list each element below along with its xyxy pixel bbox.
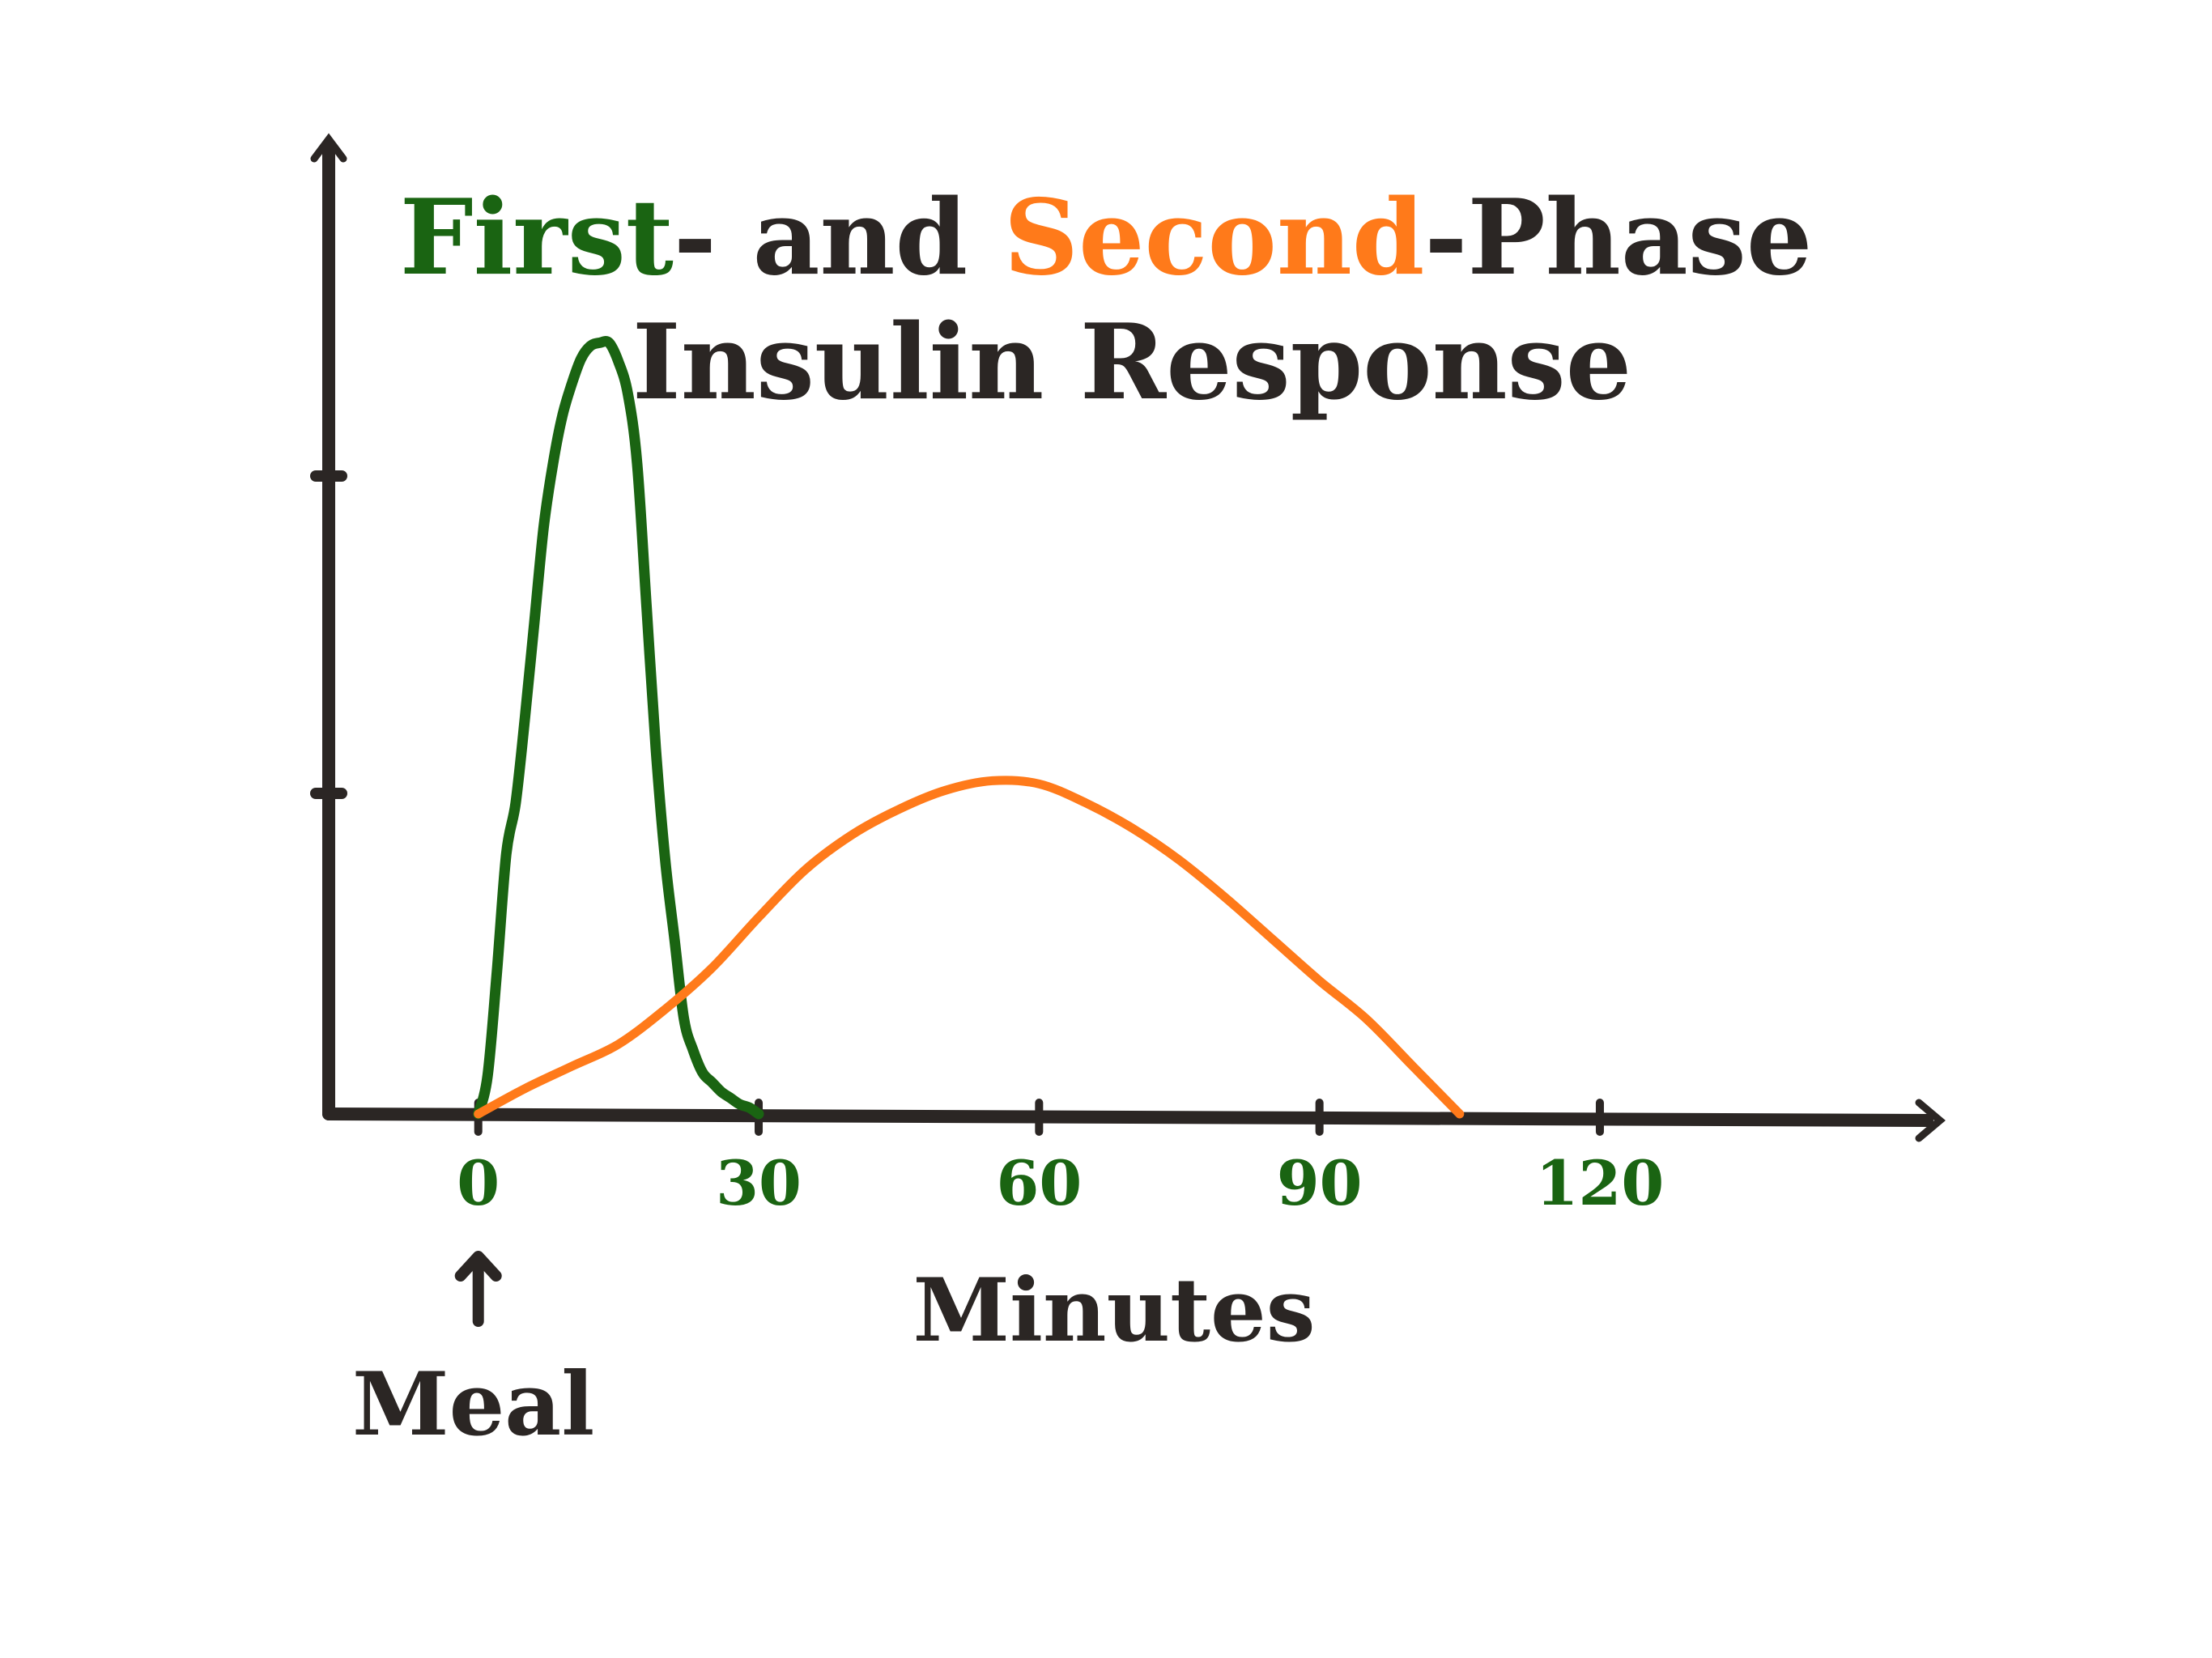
- meal-label: Meal: [352, 1354, 594, 1456]
- title-and: - and: [674, 177, 1004, 299]
- x-axis-label: Minutes: [912, 1260, 1315, 1362]
- x-tick-labels: 0 30 60 90 120: [457, 1147, 1664, 1219]
- meal-annotation: Meal: [352, 1251, 594, 1456]
- x-tick-label-120: 120: [1536, 1147, 1665, 1219]
- x-tick-label-60: 60: [996, 1147, 1082, 1219]
- x-tick-label-30: 30: [716, 1147, 802, 1219]
- x-axis-line: [322, 1107, 1933, 1127]
- y-ticks: [310, 470, 347, 799]
- series-second-phase-line: [474, 776, 1465, 1119]
- x-tick-label-0: 0: [457, 1147, 500, 1219]
- title-second: Second: [1004, 177, 1425, 299]
- title-phase: -Phase: [1424, 177, 1812, 299]
- series-group: [473, 336, 1465, 1120]
- chart-title-line2: Insulin Response: [632, 302, 1631, 423]
- y-axis-arrowhead: [310, 133, 347, 163]
- meal-arrow-head: [454, 1251, 502, 1282]
- axes: [310, 133, 1946, 1142]
- chart-title-line1: First- and Second-Phase: [400, 177, 1813, 299]
- x-tick-label-90: 90: [1277, 1147, 1363, 1219]
- x-axis-arrowhead: [1915, 1099, 1946, 1142]
- series-first-phase-line: [473, 336, 764, 1120]
- title-first: First: [400, 177, 674, 299]
